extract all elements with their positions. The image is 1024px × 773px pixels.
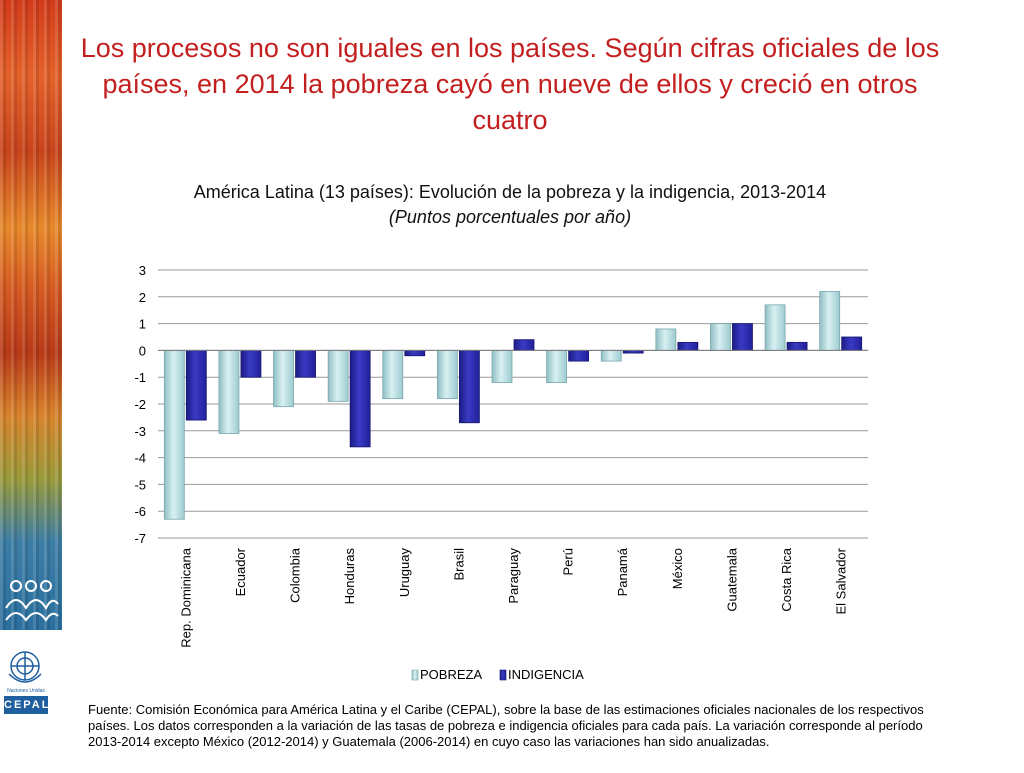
- category-label: Ecuador: [233, 547, 248, 596]
- bar-pobreza: [491, 349, 513, 383]
- un-label: Naciones Unidas: [7, 688, 45, 694]
- category-label: Panamá: [615, 547, 630, 596]
- slide-title: Los procesos no son iguales en los paíse…: [80, 33, 940, 135]
- y-tick-label: -1: [134, 370, 146, 385]
- y-tick-label: 3: [139, 263, 146, 278]
- category-label: Rep. Dominicana: [178, 547, 193, 647]
- bar-indigencia: [458, 349, 480, 424]
- bar-pobreza: [327, 349, 349, 402]
- chart-title: América Latina (13 países): Evolución de…: [193, 182, 827, 202]
- bar-pobreza: [819, 291, 841, 351]
- y-tick-label: -3: [134, 424, 146, 439]
- y-tick-label: -6: [134, 504, 146, 519]
- y-tick-label: -7: [134, 531, 146, 546]
- bar-pobreza: [600, 349, 622, 362]
- y-tick-label: -2: [134, 397, 146, 412]
- bar-indigencia: [185, 349, 207, 421]
- category-label: Brasil: [451, 548, 466, 581]
- bar-pobreza: [764, 304, 786, 351]
- bar-pobreza: [218, 349, 240, 434]
- bar-pobreza: [655, 328, 677, 351]
- bar-indigencia: [240, 349, 262, 378]
- category-label: Guatemala: [724, 547, 739, 611]
- un-emblem-icon: [8, 651, 42, 683]
- category-label: Colombia: [288, 547, 303, 603]
- y-tick-label: -4: [134, 451, 146, 466]
- category-label: Perú: [561, 548, 576, 575]
- bar-pobreza: [710, 323, 731, 351]
- category-label: Paraguay: [506, 548, 521, 604]
- legend-label-pobreza: POBREZA: [420, 667, 482, 682]
- category-label: Uruguay: [397, 548, 412, 598]
- bar-indigencia: [841, 336, 863, 351]
- y-tick-label: 2: [139, 290, 146, 305]
- legend-swatch-pobreza: [411, 669, 419, 681]
- un-cepal-badge: Naciones Unidas CEPAL: [0, 640, 62, 768]
- bar-indigencia: [404, 349, 426, 357]
- category-label: El Salvador: [834, 547, 849, 614]
- people-chain-logo: [5, 580, 59, 622]
- bar-pobreza: [382, 349, 404, 400]
- bar-pobreza: [546, 349, 568, 383]
- category-label: Costa Rica: [779, 547, 794, 611]
- chart-subtitle: (Puntos porcentuales por año): [388, 207, 632, 227]
- legend-swatch-indigencia: [499, 669, 507, 681]
- cepal-logo: CEPAL: [4, 696, 48, 714]
- y-tick-label: 1: [139, 317, 146, 332]
- bar-pobreza: [436, 349, 458, 400]
- bar-indigencia: [568, 349, 590, 362]
- bar-pobreza: [273, 349, 294, 408]
- bar-indigencia: [732, 323, 753, 351]
- bar-indigencia: [786, 341, 808, 351]
- bar-indigencia: [677, 341, 699, 351]
- sidebar-stripes: [0, 0, 62, 630]
- category-label: México: [670, 548, 685, 589]
- y-tick-label: -5: [134, 477, 146, 492]
- source-note: Fuente: Comisión Económica para América …: [88, 702, 924, 749]
- category-label: Honduras: [342, 548, 357, 605]
- bar-indigencia: [513, 339, 535, 351]
- decorative-sidebar: Naciones Unidas CEPAL: [0, 0, 62, 768]
- bar-pobreza: [163, 349, 185, 520]
- bar-chart: 3 2 1 0 -1 -2 -3 -4 -5 -6 -7 Rep. Dominicana Ecuador…: [134, 263, 868, 682]
- y-tick-label: 0: [139, 343, 146, 358]
- legend-label-indigencia: INDIGENCIA: [508, 667, 584, 682]
- bar-indigencia: [349, 349, 371, 448]
- bar-indigencia: [295, 349, 316, 378]
